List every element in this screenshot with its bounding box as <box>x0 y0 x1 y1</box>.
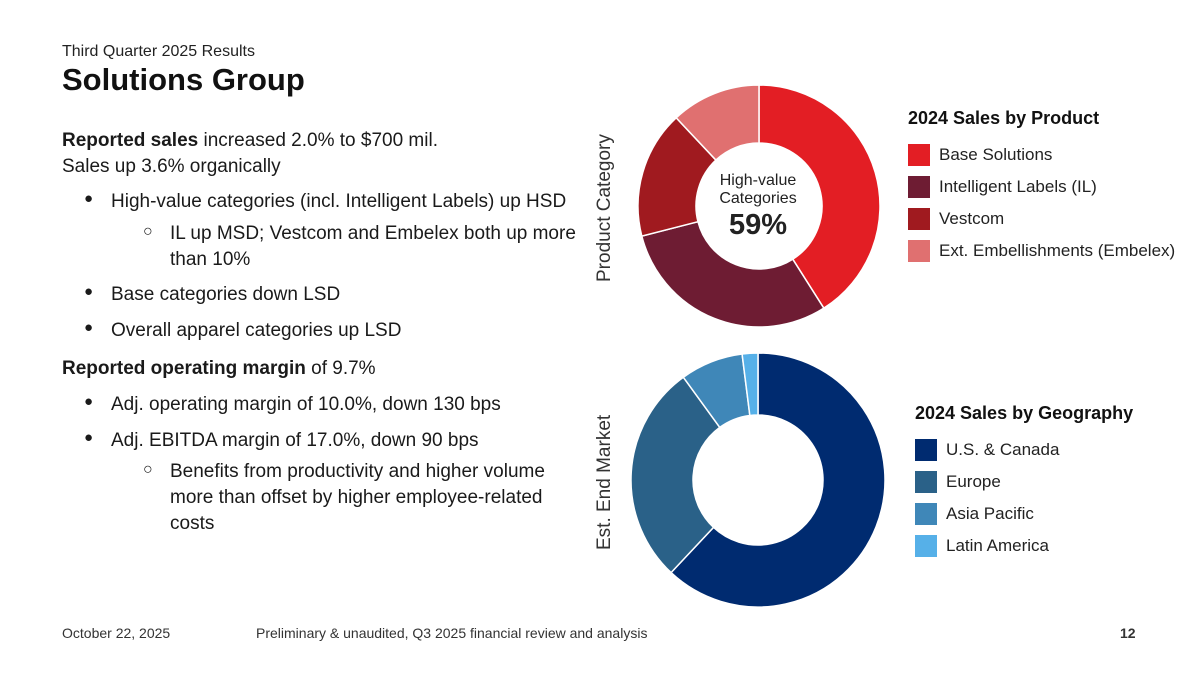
legend-swatch <box>915 535 937 557</box>
legend-item: Asia Pacific <box>915 498 1133 530</box>
legend-swatch <box>908 144 930 166</box>
product-donut-chart <box>637 84 881 328</box>
bullet-dot-icon: ● <box>84 283 94 301</box>
bullet-item: ● Base categories down LSD <box>62 282 582 308</box>
bullet-item: ● High-value categories (incl. Intelligen… <box>62 189 582 215</box>
bullet-item: ● Overall apparel categories up LSD <box>62 318 582 344</box>
bullet-text: Adj. operating margin of 10.0%, down 130… <box>111 394 501 416</box>
bullet-text: Benefits from productivity and higher vo… <box>170 461 545 534</box>
page-number: 12 <box>1120 625 1136 641</box>
legend-label: Latin America <box>946 536 1049 555</box>
donut-center-label: High-value Categories 59% <box>698 172 818 242</box>
bullet-dot-icon: ● <box>84 190 94 208</box>
legend-label: Asia Pacific <box>946 504 1034 523</box>
reported-sales-rest: increased 2.0% to $700 mil. <box>198 130 438 151</box>
legend-item: Ext. Embellishments (Embelex) <box>908 235 1175 267</box>
bullet-text: IL up MSD; Vestcom and Embelex both up m… <box>170 222 576 270</box>
reported-sales-bold: Reported sales <box>62 130 199 151</box>
legend-label: Vestcom <box>939 209 1005 228</box>
bullet-item: ● Adj. operating margin of 10.0%, down 13… <box>62 392 582 418</box>
bullet-text: Adj. EBITDA margin of 17.0%, down 90 bps <box>111 429 479 451</box>
bullet-item: ○ Benefits from productivity and higher v… <box>62 459 582 536</box>
center-label-value: 59% <box>728 208 788 241</box>
legend-item: Intelligent Labels (IL) <box>908 171 1175 203</box>
legend-swatch <box>908 176 930 198</box>
operating-margin-bold: Reported operating margin <box>62 358 306 380</box>
operating-margin-rest: of 9.7% <box>305 358 376 380</box>
legend-swatch <box>908 208 930 230</box>
legend-swatch <box>908 240 930 262</box>
bullet-dot-icon: ● <box>84 393 94 411</box>
product-legend: 2024 Sales by Product Base Solutions Inte… <box>908 108 1175 267</box>
sales-bullet-list: ● High-value categories (incl. Intelligen… <box>62 189 582 343</box>
product-category-axis-label: Product Category <box>594 134 615 282</box>
legend-label: U.S. & Canada <box>946 440 1060 459</box>
legend-label: Base Solutions <box>939 145 1053 164</box>
operating-margin-line: Reported operating margin of 9.7% <box>62 356 582 382</box>
legend-item: U.S. & Canada <box>915 434 1133 466</box>
legend-swatch <box>915 439 937 461</box>
bullet-item: ○ IL up MSD; Vestcom and Embelex both up … <box>62 221 582 272</box>
legend-label: Ext. Embellishments (Embelex) <box>939 241 1176 260</box>
slice-u-s-canada <box>670 352 886 608</box>
bullet-circle-icon: ○ <box>143 222 153 240</box>
slide-subtitle: Third Quarter 2025 Results <box>62 43 255 60</box>
slide-title: Solutions Group <box>62 62 305 97</box>
legend-item: Latin America <box>915 530 1133 562</box>
slice-base-solutions <box>758 84 881 310</box>
bullet-text: Base categories down LSD <box>111 284 341 306</box>
organic-sales-line: Sales up 3.6% organically <box>62 155 281 177</box>
footer-note: Preliminary & unaudited, Q3 2025 financi… <box>256 625 648 641</box>
bullet-dot-icon: ● <box>84 318 94 336</box>
bullet-text: High-value categories (incl. Intelligent… <box>111 191 567 213</box>
legend-swatch <box>915 471 937 493</box>
slice-ext-embellishments-embelex <box>675 84 760 162</box>
end-market-axis-label: Est. End Market <box>594 414 615 550</box>
geography-legend-title: 2024 Sales by Geography <box>915 403 1134 423</box>
legend-item: Europe <box>915 466 1133 498</box>
bullet-dot-icon: ● <box>84 428 94 446</box>
margin-bullet-list: ● Adj. operating margin of 10.0%, down 13… <box>62 392 582 536</box>
legend-item: Base Solutions <box>908 139 1175 171</box>
body-text: Reported sales increased 2.0% to $700 mi… <box>62 128 582 536</box>
center-label-text: High-value Categories <box>719 172 797 208</box>
legend-item: Vestcom <box>908 203 1175 235</box>
bullet-circle-icon: ○ <box>143 461 153 479</box>
legend-label: Intelligent Labels (IL) <box>939 177 1097 196</box>
bullet-text: Overall apparel categories up LSD <box>111 319 402 341</box>
geography-legend: 2024 Sales by Geography U.S. & Canada Eur… <box>915 403 1133 562</box>
legend-label: Europe <box>946 472 1001 491</box>
slice-intelligent-labels-il <box>640 220 825 328</box>
slice-latin-america <box>741 352 759 417</box>
bullet-item: ● Adj. EBITDA margin of 17.0%, down 90 bp… <box>62 428 582 454</box>
slice-europe <box>630 376 721 574</box>
product-legend-title: 2024 Sales by Product <box>908 108 1100 128</box>
geography-donut-chart <box>630 352 886 608</box>
legend-swatch <box>915 503 937 525</box>
reported-sales-line: Reported sales increased 2.0% to $700 mi… <box>62 128 582 154</box>
footer-date: October 22, 2025 <box>62 625 171 641</box>
